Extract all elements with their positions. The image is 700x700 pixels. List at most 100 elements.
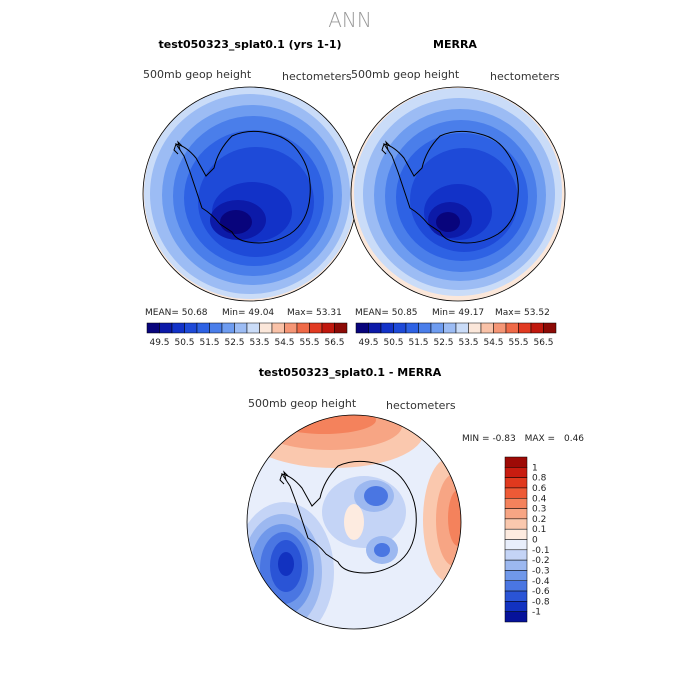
colorbar-tick-label: -0.1 <box>532 546 550 556</box>
colorbar-tick-label: -0.3 <box>532 566 550 576</box>
colorbar-tick-label: -1 <box>532 608 541 618</box>
colorbar-swatch <box>504 456 528 468</box>
colorbar-swatch <box>184 322 198 334</box>
colorbar-swatch <box>368 322 382 334</box>
map-merra <box>350 86 566 302</box>
colorbar-tick-label: 52.5 <box>433 338 453 348</box>
colorbar-tick-label: 56.5 <box>533 338 553 348</box>
map-model-contours <box>143 87 357 301</box>
colorbar-tick-label: -0.6 <box>532 587 550 597</box>
colorbar-swatch <box>504 549 528 561</box>
merra-mean-value: 50.85 <box>391 308 418 318</box>
map-difference <box>246 414 462 630</box>
colorbar-swatch <box>296 322 310 334</box>
model-min-value: 49.04 <box>248 308 275 318</box>
colorbar-swatch <box>284 322 298 334</box>
colorbar-tick-label: 49.5 <box>149 338 169 348</box>
merra-mean-label: MEAN= <box>355 308 389 318</box>
panel-merra-units-label: hectometers <box>490 70 560 83</box>
colorbar-merra: 49.5 50.5 51.5 52.5 53.5 54.5 55.5 56.5 <box>355 322 557 348</box>
colorbar-swatch <box>504 528 528 540</box>
colorbar-tick-label: -0.2 <box>532 556 550 566</box>
colorbar-swatch <box>334 322 348 334</box>
merra-min-value: 49.17 <box>458 308 485 318</box>
panel-model-variable-label: 500mb geop height <box>143 68 252 81</box>
colorbar-swatch <box>493 322 507 334</box>
colorbar-swatch <box>504 477 528 489</box>
merra-max-label: Max= <box>495 308 522 318</box>
map-difference-contours <box>247 415 461 629</box>
panel-model-units-label: hectometers <box>282 70 352 83</box>
colorbar-swatch <box>504 467 528 478</box>
colorbar-tick-label: 50.5 <box>383 338 403 348</box>
colorbar-tick-label: 56.5 <box>324 338 344 348</box>
colorbar-swatch <box>530 322 544 334</box>
model-max-label: Max= <box>287 308 314 318</box>
colorbar-swatch <box>309 322 323 334</box>
colorbar-swatch <box>468 322 482 334</box>
colorbar-tick-label: 53.5 <box>458 338 478 348</box>
colorbar-tick-label: 50.5 <box>174 338 194 348</box>
panel-title-merra: MERRA <box>433 38 477 51</box>
diff-max-label: MAX = <box>524 434 556 444</box>
colorbar-swatch <box>209 322 223 334</box>
colorbar-tick-label: 54.5 <box>483 338 503 348</box>
merra-min-label: Min= <box>432 308 456 318</box>
model-min-label: Min= <box>222 308 246 318</box>
colorbar-swatch <box>504 508 528 520</box>
colorbar-swatch <box>455 322 469 334</box>
colorbar-swatch <box>405 322 419 334</box>
colorbar-tick-label: 0 <box>532 536 538 546</box>
colorbar-swatch <box>380 322 394 334</box>
map-model <box>142 86 358 302</box>
colorbar-tick-label: 1 <box>532 463 538 473</box>
diff-max-value: 0.46 <box>563 434 585 444</box>
colorbar-tick-label: 53.5 <box>249 338 269 348</box>
colorbar-tick-label: -0.4 <box>532 577 550 587</box>
colorbar-tick-label: 0.3 <box>532 505 546 515</box>
colorbar-swatch <box>234 322 248 334</box>
colorbar-swatch <box>480 322 494 334</box>
colorbar-swatch <box>271 322 285 334</box>
colorbar-swatch <box>159 322 173 334</box>
colorbar-swatch <box>221 322 235 334</box>
colorbar-swatch <box>504 590 528 602</box>
colorbar-swatch <box>246 322 260 334</box>
colorbar-tick-label: 0.8 <box>532 474 547 484</box>
panel-title-model: test050323_splat0.1 (yrs 1-1) <box>158 38 342 51</box>
colorbar-swatch <box>505 322 519 334</box>
panel-diff-variable-label: 500mb geop height <box>248 397 357 410</box>
colorbar-swatch <box>146 322 160 334</box>
colorbar-swatch <box>418 322 432 334</box>
colorbar-swatch <box>259 322 273 334</box>
diff-min-label: MIN = <box>462 434 490 444</box>
colorbar-tick-label: 55.5 <box>508 338 528 348</box>
colorbar-swatch <box>171 322 185 334</box>
colorbar-swatch <box>518 322 532 334</box>
figure-title: ANN <box>328 8 372 32</box>
colorbar-swatch <box>393 322 407 334</box>
colorbar-swatch <box>504 559 528 571</box>
colorbar-tick-label: 51.5 <box>199 338 219 348</box>
colorbar-swatch <box>504 487 528 499</box>
panel-merra-variable-label: 500mb geop height <box>351 68 460 81</box>
colorbar-swatch <box>504 539 528 551</box>
colorbar-tick-label: 54.5 <box>274 338 294 348</box>
colorbar-tick-label: 52.5 <box>224 338 244 348</box>
panel-diff-units-label: hectometers <box>386 399 456 412</box>
colorbar-tick-label: 0.2 <box>532 515 546 525</box>
colorbar-model: 49.5 50.5 51.5 52.5 53.5 54.5 55.5 56.5 <box>146 322 348 348</box>
colorbar-swatch <box>504 580 528 592</box>
colorbar-swatch <box>443 322 457 334</box>
colorbar-swatch <box>504 570 528 581</box>
colorbar-difference: 10.80.60.40.30.20.10-0.1-0.2-0.3-0.4-0.6… <box>504 456 550 623</box>
colorbar-tick-label: 49.5 <box>358 338 378 348</box>
colorbar-swatch <box>504 518 528 530</box>
colorbar-swatch <box>504 611 528 623</box>
colorbar-swatch <box>196 322 210 334</box>
colorbar-tick-label: -0.8 <box>532 597 550 607</box>
colorbar-tick-label: 0.6 <box>532 484 547 494</box>
colorbar-swatch <box>355 322 369 334</box>
model-max-value: 53.31 <box>316 308 342 318</box>
model-mean-label: MEAN= <box>145 308 179 318</box>
